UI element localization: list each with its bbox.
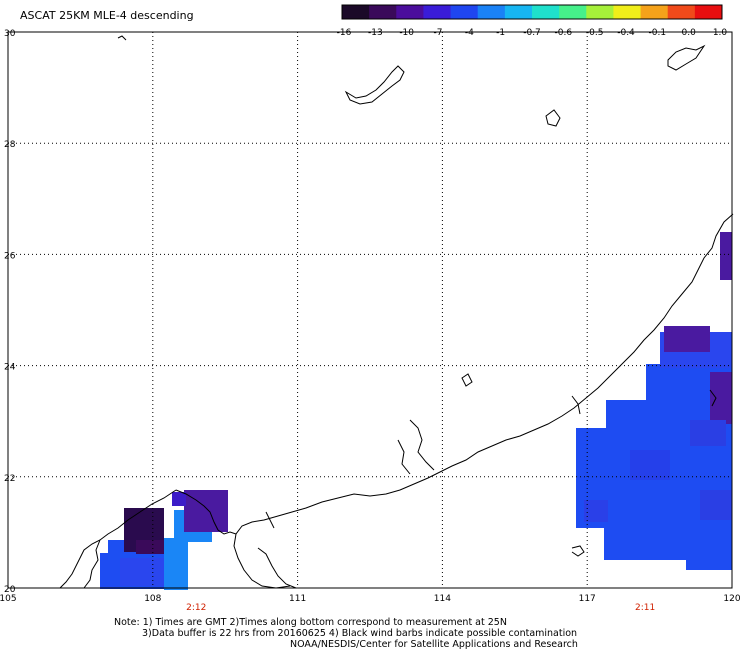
colorbar-swatch: [423, 5, 452, 19]
colorbar-swatch: [667, 5, 696, 19]
pass-time-labels: 2:12 2:11: [186, 603, 655, 613]
colorbar-swatch: [369, 5, 397, 19]
swath-cell: [120, 558, 168, 586]
swath-cell: [164, 538, 188, 590]
colorbar-tick-label: -16: [337, 28, 352, 38]
swath-cell: [630, 450, 670, 480]
colorbar-swatch: [396, 5, 424, 19]
pass-time-label: 2:11: [635, 603, 655, 613]
swath-cell: [690, 420, 726, 446]
colorbar-swatch: [450, 5, 479, 19]
longitude-tick-label: 114: [434, 594, 451, 604]
colorbar-swatch: [640, 5, 669, 19]
longitude-tick-label: 111: [289, 594, 306, 604]
longitude-tick-label: 108: [144, 594, 161, 604]
colorbar-outline: [341, 4, 723, 20]
pass-time-label: 2:12: [186, 603, 206, 613]
latitude-tick-label: 26: [4, 251, 16, 261]
latitude-tick-label: 20: [4, 585, 16, 595]
footnote-line-2: 3)Data buffer is 22 hrs from 20160625 4)…: [142, 628, 578, 639]
footnote-line-3: NOAA/NESDIS/Center for Satellite Applica…: [290, 639, 578, 650]
colorbar-swatch: [342, 5, 370, 19]
colorbar-tick-label: -0.1: [649, 28, 667, 38]
colorbar-tick-label: 0.0: [682, 28, 697, 38]
swath-cell: [604, 520, 732, 560]
swath-cell: [710, 372, 732, 424]
colorbar-swatch: [586, 5, 614, 19]
colorbar-tick-label: -4: [465, 28, 474, 38]
colorbar-swatch: [694, 5, 723, 19]
grid-lines: [8, 32, 732, 588]
swath-cell: [584, 500, 608, 522]
swath-cell: [686, 555, 732, 570]
swath-cell: [664, 326, 710, 352]
swath-cell: [720, 232, 732, 280]
longitude-tick-label: 120: [723, 594, 740, 604]
colorbar-labels: -16 -13 -10 -7 -4 -1 -0.7 -0.6 -0.5 -0.4 -0.1 0.0 1.…: [337, 28, 728, 38]
colorbar-swatch: [532, 5, 560, 19]
colorbar-swatch: [477, 5, 506, 19]
page-title: ASCAT 25KM MLE-4 descending: [20, 9, 194, 22]
colorbar-tick-label: -7: [434, 28, 443, 38]
colorbar-tick-label: 1.0: [713, 28, 728, 38]
colorbar: [341, 4, 723, 20]
latitude-tick-label: 28: [4, 140, 16, 150]
longitude-labels: 105 108 111 114 117 120: [0, 594, 740, 604]
colorbar-tick-label: -0.5: [586, 28, 604, 38]
latitude-labels: 30 28 26 24 22 20: [4, 29, 16, 595]
data-cells: [100, 232, 732, 590]
colorbar-tick-label: -13: [368, 28, 383, 38]
map-frame: [7, 31, 733, 589]
colorbar-tick-label: -0.6: [555, 28, 573, 38]
longitude-tick-label: 117: [579, 594, 596, 604]
footnote-line-1: Note: 1) Times are GMT 2)Times along bot…: [114, 617, 507, 628]
colorbar-swatch: [504, 5, 533, 19]
latitude-tick-label: 30: [4, 29, 16, 39]
longitude-tick-label: 105: [0, 594, 17, 604]
colorbar-tick-label: -0.4: [617, 28, 635, 38]
colorbar-tick-label: -1: [496, 28, 505, 38]
latitude-tick-label: 22: [4, 474, 15, 484]
coastline: [59, 35, 734, 589]
swath-cell: [136, 540, 164, 554]
swath-cell: [188, 530, 212, 542]
swath-cell: [172, 492, 186, 506]
colorbar-tick-label: -10: [399, 28, 414, 38]
swath-cell: [700, 490, 732, 520]
colorbar-tick-label: -0.7: [523, 28, 541, 38]
colorbar-swatch: [613, 5, 642, 19]
latitude-tick-label: 24: [4, 363, 16, 373]
colorbar-swatch: [559, 5, 587, 19]
